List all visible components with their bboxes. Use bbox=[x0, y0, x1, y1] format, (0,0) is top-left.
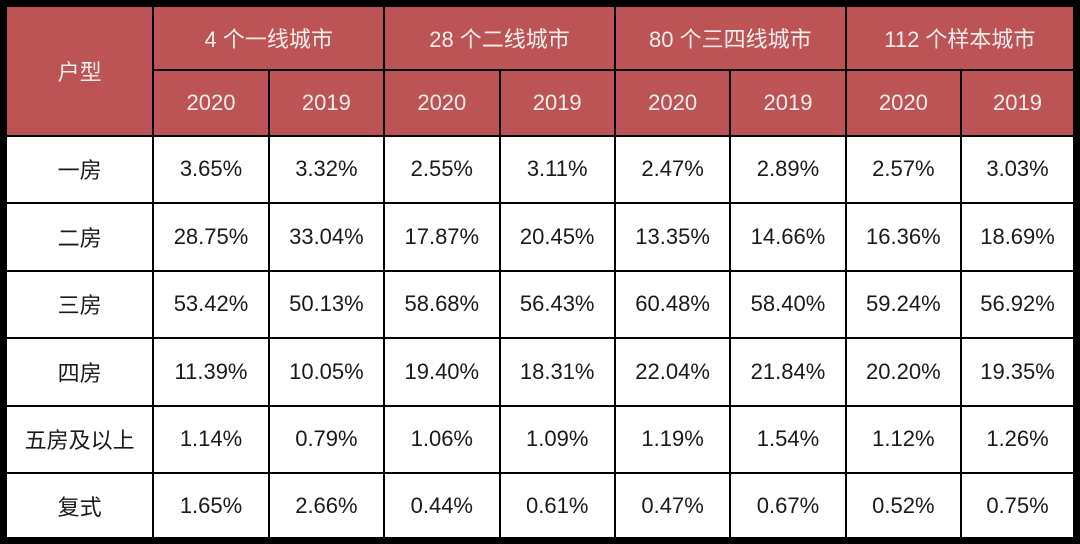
row-label: 三房 bbox=[2, 269, 155, 339]
group-header-row: 户型 4 个一线城市 28 个二线城市 80 个三四线城市 112 个样本城市 bbox=[2, 2, 1078, 137]
row-label: 二房 bbox=[2, 202, 155, 272]
table-row-one-bedroom: 一房 3.65% 3.32% 2.55% 3.11% 2.47% 2.89% 2… bbox=[2, 134, 1078, 204]
data-cell: 0.67% bbox=[729, 472, 847, 542]
year-header: 2019 bbox=[498, 68, 616, 137]
year-header: 2020 bbox=[844, 68, 963, 137]
data-cell: 33.04% bbox=[267, 202, 386, 272]
data-cell: 0.44% bbox=[383, 472, 501, 542]
data-cell: 3.03% bbox=[960, 134, 1078, 204]
data-cell: 16.36% bbox=[844, 202, 963, 272]
data-cell: 13.35% bbox=[613, 202, 732, 272]
data-cell: 53.42% bbox=[152, 269, 270, 339]
row-label: 一房 bbox=[2, 134, 155, 204]
table-row-two-bedroom: 二房 28.75% 33.04% 17.87% 20.45% 13.35% 14… bbox=[2, 202, 1078, 272]
data-cell: 2.55% bbox=[383, 134, 501, 204]
data-cell: 59.24% bbox=[844, 269, 963, 339]
data-cell: 1.14% bbox=[152, 404, 270, 474]
data-cell: 2.47% bbox=[613, 134, 732, 204]
data-cell: 0.52% bbox=[844, 472, 963, 542]
data-cell: 2.66% bbox=[267, 472, 386, 542]
data-cell: 1.09% bbox=[498, 404, 616, 474]
data-cell: 50.13% bbox=[267, 269, 386, 339]
data-cell: 1.06% bbox=[383, 404, 501, 474]
table-row-five-plus-bedroom: 五房及以上 1.14% 0.79% 1.06% 1.09% 1.19% 1.54… bbox=[2, 404, 1078, 474]
data-cell: 1.54% bbox=[729, 404, 847, 474]
corner-header-hu-xing: 户型 bbox=[2, 2, 155, 137]
data-cell: 18.31% bbox=[498, 337, 616, 407]
data-cell: 20.20% bbox=[844, 337, 963, 407]
data-cell: 19.35% bbox=[960, 337, 1078, 407]
data-cell: 58.68% bbox=[383, 269, 501, 339]
data-cell: 20.45% bbox=[498, 202, 616, 272]
year-header: 2020 bbox=[383, 68, 501, 137]
data-cell: 28.75% bbox=[152, 202, 270, 272]
table-row-three-bedroom: 三房 53.42% 50.13% 58.68% 56.43% 60.48% 58… bbox=[2, 269, 1078, 339]
data-cell: 1.26% bbox=[960, 404, 1078, 474]
data-cell: 2.89% bbox=[729, 134, 847, 204]
table-row-four-bedroom: 四房 11.39% 10.05% 19.40% 18.31% 22.04% 21… bbox=[2, 337, 1078, 407]
data-cell: 2.57% bbox=[844, 134, 963, 204]
data-cell: 18.69% bbox=[960, 202, 1078, 272]
group-header-tier34-cities: 80 个三四线城市 bbox=[613, 2, 847, 71]
data-cell: 0.61% bbox=[498, 472, 616, 542]
row-label: 五房及以上 bbox=[2, 404, 155, 474]
data-cell: 21.84% bbox=[729, 337, 847, 407]
data-cell: 3.32% bbox=[267, 134, 386, 204]
data-cell: 19.40% bbox=[383, 337, 501, 407]
data-cell: 14.66% bbox=[729, 202, 847, 272]
data-cell: 58.40% bbox=[729, 269, 847, 339]
year-header: 2019 bbox=[267, 68, 386, 137]
group-header-tier1-cities: 4 个一线城市 bbox=[152, 2, 386, 71]
data-cell: 10.05% bbox=[267, 337, 386, 407]
data-cell: 56.92% bbox=[960, 269, 1078, 339]
year-header: 2020 bbox=[152, 68, 270, 137]
data-cell: 60.48% bbox=[613, 269, 732, 339]
data-cell: 1.19% bbox=[613, 404, 732, 474]
data-cell: 0.75% bbox=[960, 472, 1078, 542]
data-cell: 17.87% bbox=[383, 202, 501, 272]
data-cell: 22.04% bbox=[613, 337, 732, 407]
data-cell: 0.79% bbox=[267, 404, 386, 474]
year-header-row: 2020 2019 2020 2019 2020 2019 2020 2019 bbox=[4, 68, 1078, 137]
data-cell: 11.39% bbox=[152, 337, 270, 407]
data-cell: 56.43% bbox=[498, 269, 616, 339]
data-cell: 0.47% bbox=[613, 472, 732, 542]
data-cell: 3.11% bbox=[498, 134, 616, 204]
group-header-sample-cities: 112 个样本城市 bbox=[844, 2, 1078, 71]
data-cell: 3.65% bbox=[152, 134, 270, 204]
row-label: 四房 bbox=[2, 337, 155, 407]
data-cell: 1.12% bbox=[844, 404, 963, 474]
year-header: 2019 bbox=[960, 68, 1078, 137]
year-header: 2020 bbox=[613, 68, 732, 137]
table-row-duplex: 复式 1.65% 2.66% 0.44% 0.61% 0.47% 0.67% 0… bbox=[2, 472, 1078, 542]
row-label: 复式 bbox=[2, 472, 155, 542]
group-header-tier2-cities: 28 个二线城市 bbox=[383, 2, 616, 71]
year-header: 2019 bbox=[729, 68, 847, 137]
data-cell: 1.65% bbox=[152, 472, 270, 542]
